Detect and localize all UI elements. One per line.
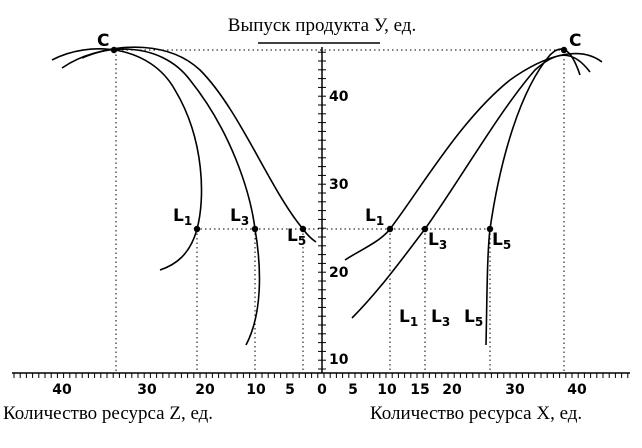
right-l1-label-sub: 1: [376, 214, 384, 228]
legend-l3-sub: 3: [442, 315, 450, 329]
right-curves: [344, 48, 603, 346]
left-l1-label-main: L: [173, 206, 184, 226]
x-right-tick-10: 10: [377, 382, 397, 398]
legend-l1: L1: [399, 307, 418, 329]
right-l1-label: L1: [365, 206, 384, 228]
left-l3-point: [251, 225, 259, 233]
left-curve-l1: [51, 48, 203, 271]
y-axis-ticks: [318, 51, 326, 370]
right-l3-label-main: L: [428, 230, 439, 250]
right-l1-point: [386, 225, 394, 233]
points: [110, 46, 568, 233]
left-l1-label: L1: [173, 206, 192, 228]
legend-l5-sub: 5: [475, 315, 483, 329]
left-l5-point: [299, 225, 307, 233]
left-l5-label-main: L: [287, 226, 298, 246]
left-l5-label: L5: [287, 226, 306, 248]
x-left-axis-title: Количество ресурса Z, ед.: [3, 403, 213, 424]
legend-l1-main: L: [399, 307, 410, 327]
x-left-tick-40: 40: [52, 382, 72, 398]
right-l3-label: L3: [428, 230, 447, 252]
x-left-tick-5: 5: [285, 382, 295, 398]
left-l3-label-sub: 3: [241, 214, 249, 228]
legend-l3-main: L: [431, 307, 442, 327]
right-l5-label-sub: 5: [503, 238, 511, 252]
x-right-tick-5: 5: [348, 382, 358, 398]
x-right-tick-40: 40: [567, 382, 587, 398]
right-l3-label-sub: 3: [439, 238, 447, 252]
x-left-tick-30: 30: [137, 382, 157, 398]
guide-lines: [113, 49, 565, 373]
legend-l5-main: L: [464, 307, 475, 327]
x-right-axis-title: Количество ресурса X, ед.: [370, 403, 582, 424]
left-l3-label: L3: [230, 206, 249, 228]
peak-left-label: C: [97, 31, 109, 51]
peak-right-label: C: [569, 31, 581, 51]
x-axis-ticks: [13, 373, 629, 378]
peak-right-point: [560, 46, 568, 54]
right-l3-point: [421, 225, 429, 233]
legend-l1-sub: 1: [410, 315, 418, 329]
right-l1-label-main: L: [365, 206, 376, 226]
left-curve-l5: [81, 46, 317, 243]
left-l5-label-sub: 5: [298, 234, 306, 248]
x-right-tick-30: 30: [505, 382, 525, 398]
x-left-tick-20: 20: [195, 382, 215, 398]
y-tick-label-30: 30: [329, 177, 349, 193]
left-l3-label-main: L: [230, 206, 241, 226]
left-curves: [51, 46, 317, 346]
legend-l3: L3: [431, 307, 450, 329]
left-curve-l3: [61, 48, 261, 346]
y-tick-label-10: 10: [329, 352, 349, 368]
right-l5-point: [486, 225, 494, 233]
right-curve-l3: [351, 54, 591, 319]
y-tick-label-40: 40: [329, 89, 349, 105]
y-tick-label-20: 20: [329, 265, 349, 281]
right-l5-label: L5: [492, 230, 511, 252]
right-curve-l5: [485, 48, 581, 346]
x-right-tick-15: 15: [410, 382, 429, 398]
x-left-tick-0: 0: [317, 382, 327, 398]
x-left-tick-10: 10: [246, 382, 266, 398]
x-right-tick-20: 20: [442, 382, 462, 398]
legend-l5: L5: [464, 307, 483, 329]
left-l1-label-sub: 1: [184, 214, 192, 228]
left-l1-point: [193, 225, 201, 233]
peak-left-point: [110, 46, 118, 54]
right-l5-label-main: L: [492, 230, 503, 250]
y-axis-title: Выпуск продукта У, ед.: [228, 15, 416, 36]
